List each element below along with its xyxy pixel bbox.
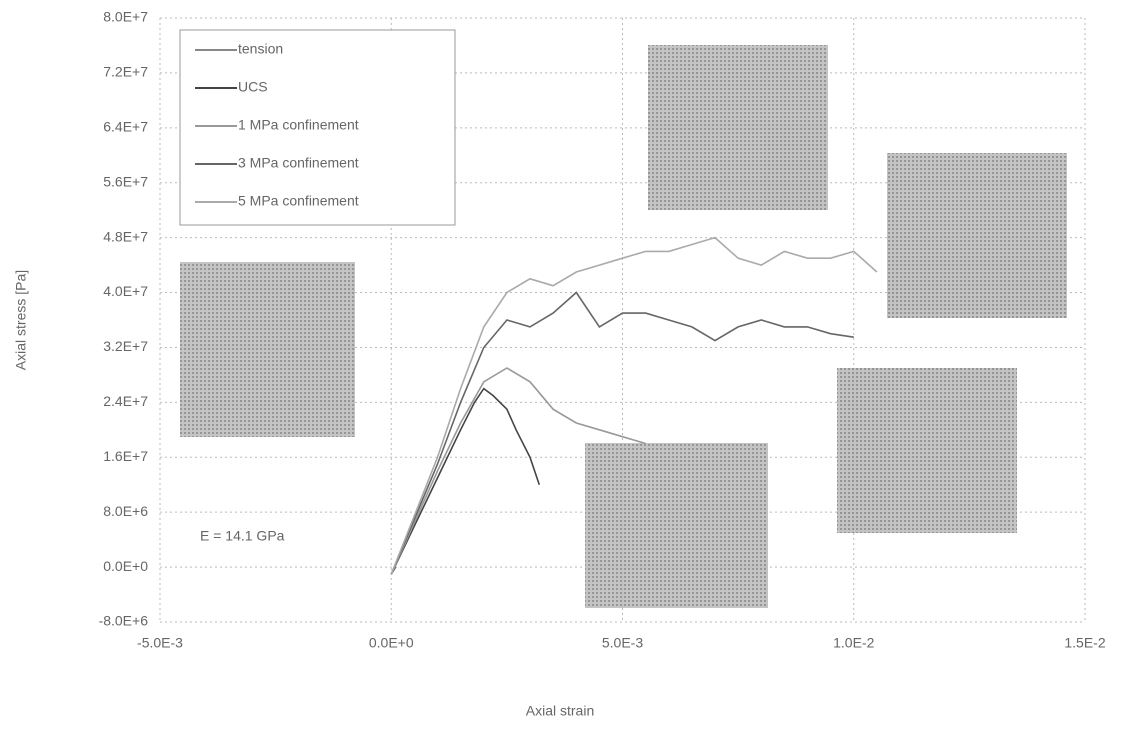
series-line <box>391 389 539 574</box>
legend-label: 3 MPa confinement <box>238 155 359 171</box>
annotation: E = 14.1 GPa <box>200 528 285 544</box>
x-tick-label: 5.0E-3 <box>602 635 643 651</box>
x-tick-label: 0.0E+0 <box>369 635 414 651</box>
legend-label: 1 MPa confinement <box>238 117 359 133</box>
x-tick-label: -5.0E-3 <box>137 635 183 651</box>
y-tick-label: 8.0E+6 <box>103 503 148 519</box>
specimen-image <box>887 153 1067 318</box>
legend-label: UCS <box>238 79 268 95</box>
chart: Axial strain Axial stress [Pa] E = 14.1 … <box>0 0 1122 726</box>
x-axis-title: Axial strain <box>526 703 594 719</box>
y-tick-label: 4.8E+7 <box>103 228 148 244</box>
y-tick-label: 7.2E+7 <box>103 64 148 80</box>
x-tick-label: 1.0E-2 <box>833 635 874 651</box>
y-tick-label: 3.2E+7 <box>103 338 148 354</box>
y-tick-label: -8.0E+6 <box>99 613 149 629</box>
y-tick-label: 1.6E+7 <box>103 448 148 464</box>
specimen-image <box>585 443 768 608</box>
y-tick-label: 8.0E+7 <box>103 9 148 25</box>
specimen-image <box>648 45 828 210</box>
legend-label: tension <box>238 41 283 57</box>
y-axis-title: Axial stress [Pa] <box>13 270 29 370</box>
legend-label: 5 MPa confinement <box>238 193 359 209</box>
y-tick-label: 2.4E+7 <box>103 393 148 409</box>
x-tick-label: 1.5E-2 <box>1064 635 1105 651</box>
y-tick-label: 0.0E+0 <box>103 558 148 574</box>
y-tick-label: 6.4E+7 <box>103 119 148 135</box>
specimen-image <box>180 262 355 437</box>
y-tick-label: 4.0E+7 <box>103 283 148 299</box>
specimen-image <box>837 368 1017 533</box>
y-tick-label: 5.6E+7 <box>103 173 148 189</box>
